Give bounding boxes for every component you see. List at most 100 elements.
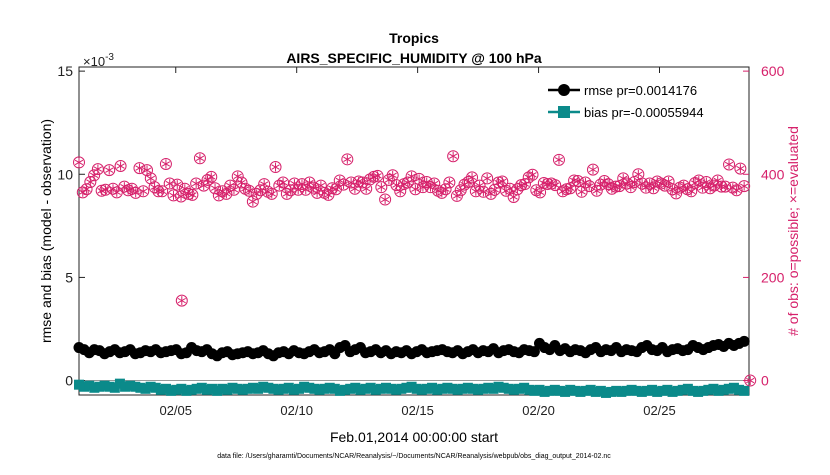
bias-point (104, 381, 115, 392)
y-tick-label-left: 10 (57, 166, 73, 182)
obs-point-circle (110, 186, 123, 199)
bias-point (606, 386, 617, 397)
bias-point (580, 385, 591, 396)
bias-point (350, 382, 361, 393)
bias-point (263, 382, 274, 393)
bias-point (166, 385, 177, 396)
bias-point (314, 384, 325, 395)
obs-point-star (509, 194, 518, 200)
bias-point (176, 383, 187, 394)
obs-point-circle (137, 185, 150, 198)
y-tick-label-right: 200 (761, 269, 785, 285)
obs-point-circle (265, 187, 278, 200)
bias-point (135, 382, 146, 393)
obs-point-star (721, 183, 730, 190)
y-tick-label-right: 0 (761, 373, 769, 389)
obs-point-star (161, 161, 171, 167)
bias-point (457, 383, 468, 394)
obs-point (356, 176, 369, 189)
bias-point (125, 380, 136, 391)
obs-point-star (460, 181, 469, 188)
obs-point-star (467, 174, 477, 181)
obs-point-star (445, 179, 454, 186)
obs-point-star (169, 192, 178, 199)
obs-point-star (475, 182, 484, 189)
obs-point (466, 171, 479, 184)
obs-point-star (350, 186, 360, 192)
obs-point (167, 189, 180, 202)
bias-point (191, 383, 202, 394)
obs-point-star (377, 184, 386, 190)
bias-point (519, 382, 530, 393)
bias-point (662, 384, 673, 395)
bias-point (299, 381, 310, 392)
bias-point (207, 383, 218, 394)
bias-point (217, 383, 228, 394)
obs-point-star (524, 174, 533, 181)
obs-point-star (611, 183, 620, 190)
bias-point (380, 382, 391, 393)
obs-point (329, 183, 342, 196)
bias-point (171, 384, 182, 395)
bias-point (421, 383, 432, 394)
obs-point-star (577, 189, 586, 195)
bias-point (237, 384, 248, 395)
obs-point (711, 174, 724, 187)
bias-point (682, 383, 693, 394)
bias-point (565, 384, 576, 395)
obs-point-star (664, 178, 673, 185)
obs-point-circle (730, 184, 743, 197)
obs-series (73, 150, 757, 387)
bias-point (575, 386, 586, 397)
obs-point-star (233, 173, 242, 180)
obs-point-circle (364, 173, 377, 186)
obs-point-star (199, 182, 208, 189)
obs-point-star (305, 179, 314, 186)
obs-point-star (615, 183, 624, 189)
obs-point-circle (284, 184, 297, 197)
bias-point (452, 384, 463, 395)
obs-point (723, 158, 736, 171)
bias-point (585, 384, 596, 395)
obs-point-star (362, 186, 371, 192)
obs-point-star (619, 175, 628, 182)
obs-point (73, 156, 85, 169)
bias-point (514, 383, 525, 394)
obs-point-circle (711, 174, 724, 187)
obs-point (269, 161, 282, 174)
obs-point-star (732, 187, 741, 193)
obs-point-circle (175, 294, 188, 307)
obs-point-star (717, 183, 726, 190)
obs-point-circle (186, 188, 199, 201)
obs-point-star (724, 161, 734, 168)
legend-rmse-marker (558, 84, 570, 96)
obs-point-circle (484, 187, 497, 200)
chart-subtitle: AIRS_SPECIFIC_HUMIDITY @ 100 hPa (286, 50, 542, 66)
obs-point-star (396, 188, 405, 194)
bias-point (524, 384, 535, 395)
obs-point (103, 164, 116, 177)
obs-point-star (267, 191, 276, 197)
obs-point-star (520, 181, 530, 187)
obs-point (662, 175, 675, 188)
obs-point (91, 163, 104, 176)
bias-point (74, 379, 84, 390)
obs-point-circle (371, 169, 384, 182)
obs-point-circle (190, 177, 203, 190)
bias-point (432, 384, 443, 395)
obs-point-circle (522, 171, 535, 184)
obs-point (685, 185, 698, 198)
x-axis-label: Feb.01,2014 00:00:00 start (330, 429, 498, 445)
bias-point (467, 383, 478, 394)
obs-point-star (746, 377, 755, 384)
obs-point (133, 162, 146, 175)
bias-point (294, 383, 305, 394)
bias-point (278, 383, 289, 394)
y-tick-label-right: 600 (761, 63, 785, 79)
obs-point-star (449, 153, 458, 159)
y-exponent-power: -3 (105, 52, 114, 63)
bias-point (672, 385, 683, 396)
bias-point (329, 383, 340, 394)
obs-point (744, 374, 757, 387)
obs-point-star (260, 181, 269, 187)
